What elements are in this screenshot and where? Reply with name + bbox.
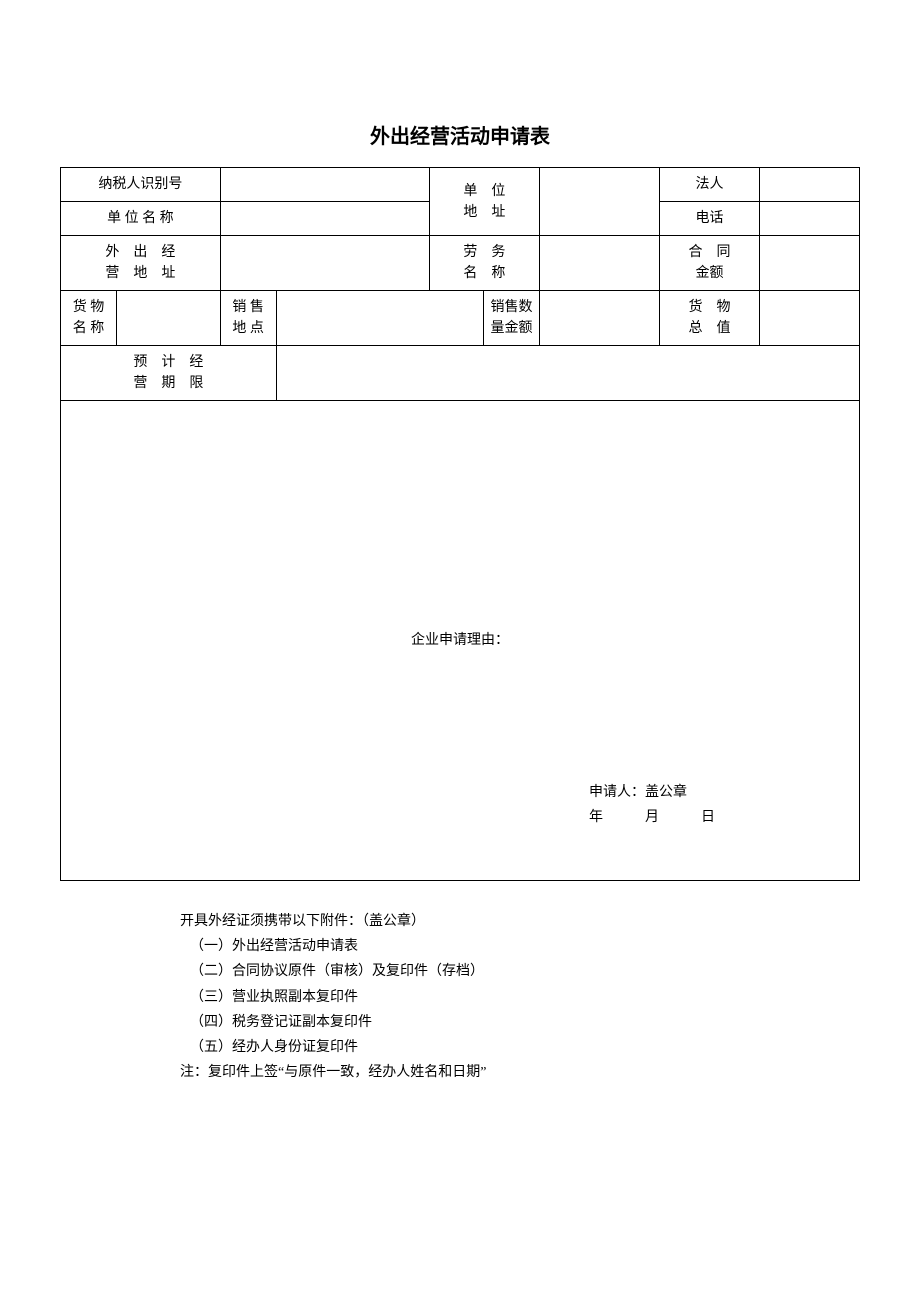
label-contract-amount: 合 同 金额 (660, 236, 760, 291)
label-sales-place-line1: 销 售 (225, 297, 272, 318)
label-goods-total-line2: 总 值 (664, 318, 755, 339)
label-goods-total: 货 物 总 值 (660, 291, 760, 346)
label-sales-qty-line2: 量金额 (488, 318, 535, 339)
application-form-table: 纳税人识别号 单 位 地 址 法人 单 位 名 称 电话 外 出 经 营 地 址… (60, 167, 860, 881)
value-unit-name[interactable] (220, 202, 429, 236)
value-legal-person[interactable] (760, 168, 860, 202)
label-reason: 企业申请理由： (65, 630, 855, 651)
value-sales-place[interactable] (276, 291, 483, 346)
label-applicant: 申请人：盖公章 (589, 780, 729, 805)
label-date: 年 月 日 (589, 805, 729, 830)
label-goods-name: 货 物 名 称 (61, 291, 117, 346)
label-unit-address: 单 位 地 址 (429, 168, 539, 236)
label-labor-line2: 名 称 (434, 263, 535, 284)
label-phone: 电话 (660, 202, 760, 236)
label-outside-addr-line1: 外 出 经 (65, 242, 216, 263)
value-labor-name[interactable] (540, 236, 660, 291)
attachment-item-1: （一）外出经营活动申请表 (190, 934, 860, 959)
value-unit-address[interactable] (540, 168, 660, 236)
label-goods-name-line1: 货 物 (65, 297, 112, 318)
value-expected-period[interactable] (276, 346, 859, 401)
value-taxpayer-id[interactable] (220, 168, 429, 202)
value-contract-amount[interactable] (760, 236, 860, 291)
value-phone[interactable] (760, 202, 860, 236)
label-sales-qty: 销售数 量金额 (484, 291, 540, 346)
attachments-section: 开具外经证须携带以下附件：（盖公章） （一）外出经营活动申请表 （二）合同协议原… (180, 909, 860, 1085)
attachment-item-3: （三）营业执照副本复印件 (190, 985, 860, 1010)
label-contract-line2: 金额 (664, 263, 755, 284)
label-taxpayer-id: 纳税人识别号 (61, 168, 221, 202)
reason-section[interactable]: 企业申请理由： 申请人：盖公章 年 月 日 (61, 401, 860, 881)
label-sales-place: 销 售 地 点 (220, 291, 276, 346)
value-goods-total[interactable] (760, 291, 860, 346)
label-goods-name-line2: 名 称 (65, 318, 112, 339)
label-unit-address-line2: 地 址 (434, 202, 535, 223)
attachments-note: 注：复印件上签“与原件一致，经办人姓名和日期” (180, 1060, 860, 1085)
label-unit-name: 单 位 名 称 (61, 202, 221, 236)
applicant-block: 申请人：盖公章 年 月 日 (589, 780, 729, 830)
value-sales-qty[interactable] (540, 291, 660, 346)
label-labor-name: 劳 务 名 称 (429, 236, 539, 291)
label-unit-address-line1: 单 位 (434, 181, 535, 202)
label-contract-line1: 合 同 (664, 242, 755, 263)
attachment-item-2: （二）合同协议原件（审核）及复印件（存档） (190, 959, 860, 984)
label-expected-period-line2: 营 期 限 (65, 373, 272, 394)
form-title: 外出经营活动申请表 (60, 120, 860, 149)
label-sales-place-line2: 地 点 (225, 318, 272, 339)
label-labor-line1: 劳 务 (434, 242, 535, 263)
label-legal-person: 法人 (660, 168, 760, 202)
label-outside-addr-line2: 营 地 址 (65, 263, 216, 284)
attachment-item-5: （五）经办人身份证复印件 (190, 1035, 860, 1060)
label-outside-address: 外 出 经 营 地 址 (61, 236, 221, 291)
value-goods-name[interactable] (117, 291, 221, 346)
label-expected-period: 预 计 经 营 期 限 (61, 346, 277, 401)
value-outside-address[interactable] (220, 236, 429, 291)
label-expected-period-line1: 预 计 经 (65, 352, 272, 373)
label-goods-total-line1: 货 物 (664, 297, 755, 318)
attachments-header: 开具外经证须携带以下附件：（盖公章） (180, 909, 860, 934)
attachment-item-4: （四）税务登记证副本复印件 (190, 1010, 860, 1035)
label-sales-qty-line1: 销售数 (488, 297, 535, 318)
